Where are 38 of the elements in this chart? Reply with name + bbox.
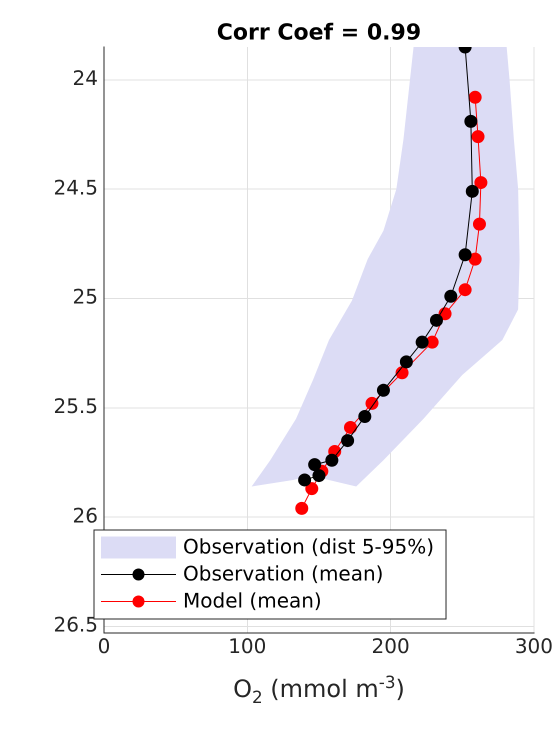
point [308,458,322,472]
point [472,130,485,144]
legend-label: Observation (dist 5-95%) [183,534,434,559]
y-tick-label: 26.5 [53,612,98,637]
point [444,290,458,303]
point [358,410,372,424]
x-tick-label: 100 [228,634,266,658]
point [416,336,429,349]
y-tick-label: 24.5 [53,175,98,200]
chart-title: Corr Coef = 0.99 [216,20,422,46]
point [305,482,318,496]
point [298,473,312,486]
point [466,184,479,198]
point [458,248,472,262]
y-tick-label: 25.5 [53,394,98,418]
x-tick-label: 0 [98,634,110,658]
point [295,502,308,515]
y-tick-label: 26 [72,503,98,528]
y-tick-label: 25 [72,284,98,309]
point [474,176,488,190]
y-tick-label: 24 [72,66,98,90]
point [312,469,326,482]
x-tick-label: 300 [514,634,554,658]
x-axis-title: O$_{2}$ (mmol m$^{-3}$) [232,672,406,707]
legend-label: Model (mean) [183,588,322,613]
point [400,355,413,368]
point [464,114,478,128]
x-tick-label: 200 [372,634,410,658]
point [468,252,482,266]
point [468,90,482,104]
point [430,314,443,327]
point [376,384,390,397]
point [325,454,338,467]
point [472,218,486,231]
point [341,434,354,448]
point [344,420,357,434]
point [458,283,472,296]
legend-label: Observation (mean) [183,562,384,586]
